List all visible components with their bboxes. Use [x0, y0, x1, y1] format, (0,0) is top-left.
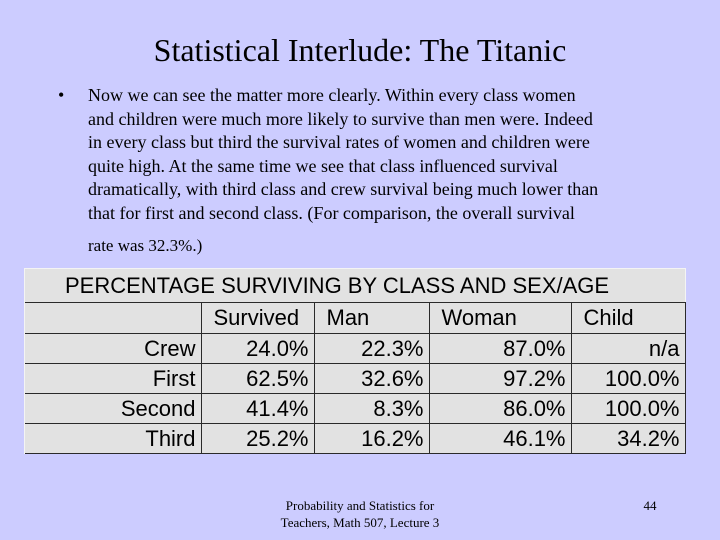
table-cell: 62.5% [200, 363, 315, 394]
table-cell: 97.2% [428, 363, 572, 394]
bullet-line: that for first and second class. (For co… [88, 202, 575, 223]
table-cell: 100.0% [570, 393, 686, 424]
bullet-line: Now we can see the matter more clearly. … [88, 85, 576, 105]
table-cell: 24.0% [200, 333, 315, 364]
bullet-line: dramatically, with third class and crew … [88, 179, 599, 199]
survival-table: PERCENTAGE SURVIVING BY CLASS AND SEX/AG… [24, 268, 686, 454]
table-cell: 41.4% [200, 393, 315, 424]
table-cell: 87.0% [428, 333, 572, 364]
bullet-line: quite high. At the same time we see that… [88, 155, 558, 176]
table-cell: n/a [570, 333, 686, 364]
row-label: Second [25, 393, 202, 424]
column-header: Man [313, 302, 430, 334]
bullet-line: and children were much more likely to su… [88, 108, 593, 129]
table-row: Crew 24.0% 22.3% 87.0% n/a [25, 333, 686, 364]
slide-title: Statistical Interlude: The Titanic [153, 32, 567, 68]
table-title: PERCENTAGE SURVIVING BY CLASS AND SEX/AG… [25, 269, 685, 303]
column-header: Child [570, 302, 686, 334]
table-title-row: PERCENTAGE SURVIVING BY CLASS AND SEX/AG… [25, 269, 685, 303]
table-cell: 100.0% [570, 363, 686, 394]
table-row: First 62.5% 32.6% 97.2% 100.0% [25, 363, 686, 394]
table-header-row: Survived Man Woman Child [25, 302, 686, 334]
column-header: Survived [200, 302, 315, 334]
table-cell: 32.6% [313, 363, 430, 394]
table-cell: 16.2% [313, 423, 430, 454]
column-header: Woman [428, 302, 572, 334]
table-cell: 46.1% [428, 423, 572, 454]
table-cell: 34.2% [570, 423, 686, 454]
bullet-line: rate was 32.3%.) [88, 236, 203, 255]
row-label: First [25, 363, 202, 394]
row-label: Crew [25, 333, 202, 364]
footer-text: Probability and Statistics for Teachers,… [265, 497, 455, 531]
table-row: Second 41.4% 8.3% 86.0% 100.0% [25, 393, 686, 424]
bullet-paragraph: Now we can see the matter more clearly. … [88, 84, 688, 258]
table-cell: 8.3% [313, 393, 430, 424]
table-corner-cell [25, 302, 202, 334]
footer-line: Probability and Statistics for [285, 498, 435, 513]
row-label: Third [25, 423, 202, 454]
table-cell: 22.3% [313, 333, 430, 364]
table-row: Third 25.2% 16.2% 46.1% 34.2% [25, 423, 686, 454]
bullet-marker: • [58, 85, 65, 105]
table-cell: 86.0% [428, 393, 572, 424]
table-cell: 25.2% [200, 423, 315, 454]
bullet-line: in every class but third the survival ra… [88, 132, 590, 152]
page-number: 44 [643, 498, 657, 513]
footer-line: Teachers, Math 507, Lecture 3 [280, 515, 440, 530]
